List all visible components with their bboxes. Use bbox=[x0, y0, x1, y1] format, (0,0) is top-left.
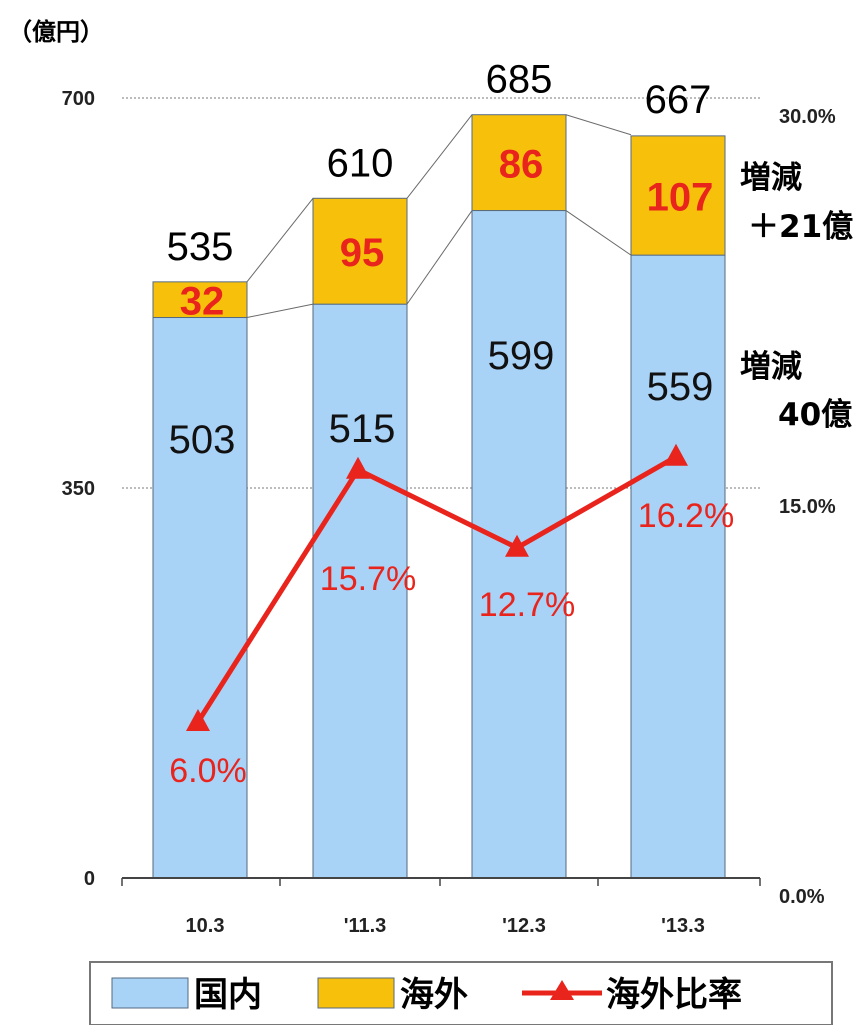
bar-domestic-0 bbox=[152, 317, 248, 879]
bars bbox=[152, 114, 726, 879]
y-left-tick-0: 0 bbox=[84, 868, 95, 890]
y-right-tick-2: 30.0% bbox=[779, 106, 836, 128]
total-label-3: 667 bbox=[645, 78, 712, 122]
legend-label-ratio: 海外比率 bbox=[606, 975, 742, 1015]
annotation-domestic-line1: 増減 bbox=[740, 349, 802, 385]
legend-swatch-domestic bbox=[111, 977, 189, 1009]
connector-domestic-1 bbox=[406, 210, 473, 305]
y-left-tick-700: 700 bbox=[62, 88, 95, 110]
connector-total-2 bbox=[565, 114, 632, 136]
legend-swatch-overseas bbox=[317, 977, 395, 1009]
bar-overseas-0 bbox=[152, 281, 248, 319]
unit-label: （億円） bbox=[8, 18, 104, 46]
change-annotation-overseas: 増減 ＋21億 bbox=[740, 160, 853, 245]
overseas-label-1: 95 bbox=[340, 231, 385, 275]
legend-box bbox=[89, 961, 833, 1025]
x-tick-label-2: '12.3 bbox=[502, 915, 546, 937]
ratio-line bbox=[195, 454, 678, 724]
bar-connectors bbox=[246, 114, 632, 319]
overseas-label-0: 32 bbox=[180, 280, 225, 324]
legend-label-overseas: 海外 bbox=[400, 975, 468, 1015]
legend-label-domestic: 国内 bbox=[194, 975, 262, 1015]
overseas-label-2: 86 bbox=[499, 143, 544, 187]
domestic-label-3: 559 bbox=[647, 365, 714, 409]
annotation-domestic-line2: 40億 bbox=[778, 397, 852, 433]
domestic-label-0: 503 bbox=[169, 418, 236, 462]
ratio-marker-3 bbox=[664, 443, 688, 466]
total-label-0: 535 bbox=[167, 225, 234, 269]
y-right-tick-0: 0.0% bbox=[779, 886, 825, 908]
ratio-marker-1 bbox=[346, 456, 370, 479]
bar-overseas-1 bbox=[312, 197, 408, 305]
ratio-marker-0 bbox=[186, 709, 210, 731]
x-tick-label-0: 10.3 bbox=[186, 915, 225, 937]
total-label-2: 685 bbox=[486, 58, 553, 102]
axes: 0 350 700 0.0% 15.0% 30.0% 10.3 '11.3 '12.3 '13.3 bbox=[62, 88, 836, 937]
connector-total-1 bbox=[406, 114, 473, 199]
legend-marker-ratio bbox=[550, 980, 574, 1000]
legend: 国内 海外 海外比率 bbox=[89, 961, 833, 1025]
ratio-marker-2 bbox=[505, 534, 529, 557]
ratio-label-1: 15.7% bbox=[320, 560, 416, 598]
connector-domestic-0 bbox=[246, 303, 314, 319]
overseas-label-3: 107 bbox=[647, 176, 714, 220]
ratio-label-2: 12.7% bbox=[479, 586, 575, 624]
bar-overseas-2 bbox=[471, 114, 567, 212]
data-labels: 535 32 503 6.0% 610 95 515 15.7% 685 86 599 12.7% 66… bbox=[167, 58, 735, 790]
domestic-label-1: 515 bbox=[329, 407, 396, 451]
x-tick-label-3: '13.3 bbox=[661, 915, 705, 937]
annotation-overseas-line1: 増減 bbox=[740, 160, 802, 196]
connector-domestic-2 bbox=[565, 210, 632, 256]
y-left-tick-350: 350 bbox=[62, 478, 95, 500]
bar-overseas-3 bbox=[630, 135, 726, 256]
domestic-label-2: 599 bbox=[488, 334, 555, 378]
change-annotation-domestic: 増減 40億 bbox=[740, 349, 852, 433]
overseas-ratio-line bbox=[186, 443, 688, 731]
total-label-1: 610 bbox=[327, 141, 394, 185]
y-right-tick-1: 15.0% bbox=[779, 496, 836, 518]
bar-domestic-3 bbox=[630, 254, 726, 879]
annotation-overseas-line2: ＋21億 bbox=[748, 209, 853, 245]
x-tick-label-1: '11.3 bbox=[344, 915, 387, 937]
ratio-label-3: 16.2% bbox=[638, 497, 734, 535]
connector-total-0 bbox=[246, 197, 314, 283]
ratio-label-0: 6.0% bbox=[169, 752, 247, 790]
